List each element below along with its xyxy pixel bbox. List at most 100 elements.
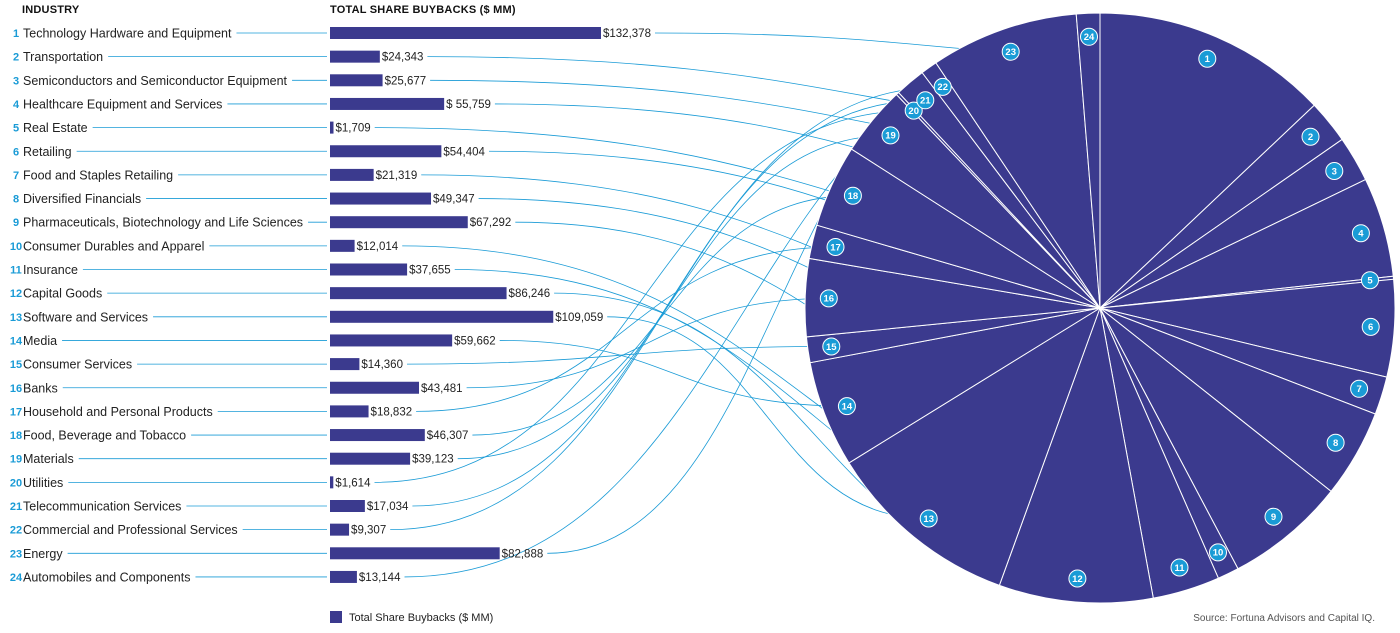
bar [330,168,374,181]
bar [330,192,432,205]
rank-number: 23 [10,548,22,560]
industry-label: Telecommunication Services [23,500,181,514]
value-label: $24,343 [382,52,424,64]
pie-slice-23 [935,13,1101,310]
legend: Total Share Buybacks ($ MM) [330,611,493,624]
bar [330,358,360,371]
bar [330,310,554,323]
slice-bubble [822,337,841,356]
rank-number: 7 [13,170,19,182]
industry-label: Automobiles and Components [23,570,190,584]
rank-number: 9 [13,217,19,229]
bar [330,405,369,418]
industry-label: Healthcare Equipment and Services [23,97,222,111]
bar [330,334,453,347]
industry-label: Consumer Services [23,358,132,372]
slice-bubble-number: 17 [830,242,841,253]
industry-label: Consumer Durables and Apparel [23,239,204,253]
value-label: $21,319 [376,170,418,182]
value-label: $43,481 [421,383,463,395]
rank-number: 6 [13,146,19,158]
industry-rows: 1 Technology Hardware and Equipment $132,3… [10,27,651,585]
value-label: $37,655 [409,265,451,277]
value-label: $86,246 [509,288,551,300]
slice-bubble [1264,507,1283,526]
rank-number: 11 [10,265,22,277]
slice-bubble-number: 5 [1367,276,1373,287]
pie-chart [804,12,1396,604]
value-label: $59,662 [454,335,496,347]
slice-bubble-number: 7 [1356,384,1361,395]
bar [330,287,507,300]
slice-bubble-number: 24 [1084,32,1095,43]
industry-label: Utilities [23,476,63,490]
bubble-connector [406,346,832,365]
bubble-connector [607,316,929,519]
slice-bubble-number: 13 [923,514,934,525]
industry-label: Banks [23,381,58,395]
pie-slice-24 [1075,12,1101,309]
bubble-connector [466,298,829,389]
rank-number: 17 [10,406,22,418]
rank-number: 19 [10,454,22,466]
slice-bubble-number: 19 [885,131,896,142]
bar [330,500,365,512]
slice-bubble [1351,224,1370,243]
slice-bubble-number: 2 [1308,132,1313,143]
rank-number: 22 [10,525,22,537]
slice-bubble [1361,317,1380,336]
rank-number: 3 [13,75,19,87]
slice-bubble [919,509,938,528]
pie-slice-1 [1099,12,1315,310]
slice-bubble [1170,558,1189,577]
value-label: $54,404 [443,146,485,158]
rank-number: 2 [13,52,19,64]
rank-number: 21 [10,501,22,513]
slice-bubble-number: 12 [1072,574,1083,585]
bubble-connector [457,135,891,460]
value-label: $25,677 [385,75,427,87]
slice-bubble [1325,162,1344,180]
slice-bubble-number: 20 [908,106,919,117]
value-label: $46,307 [427,430,469,442]
industry-label: Insurance [23,263,78,277]
slice-bubble-number: 10 [1213,548,1224,559]
bar [330,523,350,536]
rank-number: 18 [10,430,22,442]
slice-bubble-number: 3 [1332,166,1337,177]
slice-bubble [1068,569,1087,588]
slice-bubble-number: 4 [1358,229,1364,240]
slice-bubble-number: 15 [826,342,837,353]
pie-slice-13 [848,306,1101,586]
value-label: $17,034 [367,501,409,513]
industry-label: Food and Staples Retailing [23,168,173,182]
slice-bubble [933,77,952,96]
slice-bubble-number: 21 [920,96,931,107]
bar [330,239,355,252]
bar [330,263,408,276]
bar [330,74,383,87]
slice-bubble-number: 16 [824,294,835,305]
value-label: $13,144 [359,572,401,584]
bar [330,381,420,394]
industry-label: Diversified Financials [23,192,141,206]
industry-label: Energy [23,547,63,561]
rank-number: 24 [10,572,23,584]
slice-bubble-number: 6 [1368,322,1373,333]
industry-label: Technology Hardware and Equipment [23,27,232,41]
value-label: $109,059 [555,312,603,324]
value-label: $14,360 [361,359,403,371]
bar [330,97,445,110]
rank-number: 14 [10,335,23,347]
slice-bubble-number: 22 [937,82,948,93]
slice-bubble [826,238,845,256]
bar [330,216,468,229]
rank-number: 15 [10,359,22,371]
value-label: $49,347 [433,194,475,206]
slice-bubble-number: 23 [1005,47,1016,58]
value-label: $132,378 [603,28,651,40]
slice-bubble [1326,433,1345,452]
bar [330,145,442,158]
industry-label: Media [23,334,57,348]
